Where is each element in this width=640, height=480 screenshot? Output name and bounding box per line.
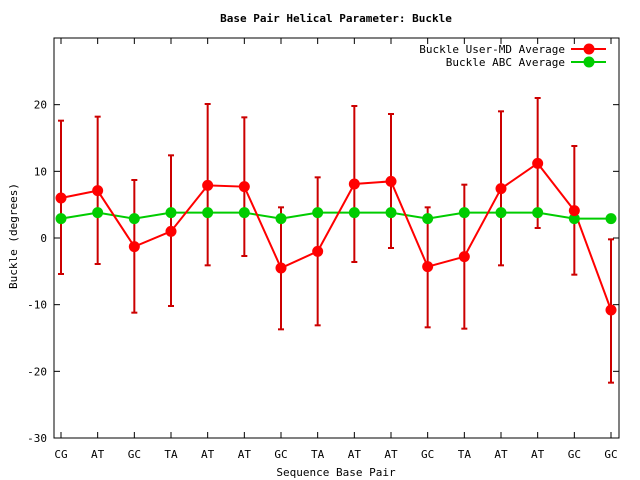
data-point [165, 225, 177, 237]
x-tick-label: AT [201, 448, 215, 461]
data-point [385, 175, 397, 187]
legend-label: Buckle User-MD Average [419, 43, 565, 56]
data-point [532, 157, 544, 169]
y-tick-label: -20 [27, 365, 47, 378]
legend-label: Buckle ABC Average [446, 56, 565, 69]
data-point [422, 261, 434, 273]
data-point [202, 207, 214, 219]
data-point [348, 178, 360, 190]
data-point [605, 213, 617, 225]
x-tick-label: GC [128, 448, 141, 461]
x-tick-label: CG [54, 448, 67, 461]
series-line [60, 161, 612, 311]
y-axis: -30 -20 -10 0 10 20 [27, 99, 619, 445]
data-point [422, 213, 434, 225]
data-point [458, 251, 470, 263]
x-tick-label: TA [164, 448, 178, 461]
data-point [495, 183, 507, 195]
x-tick-label: AT [531, 448, 545, 461]
x-tick-label: AT [238, 448, 252, 461]
y-tick-label: -30 [27, 432, 47, 445]
data-point [92, 207, 104, 219]
data-point [128, 241, 140, 253]
x-tick-label: AT [494, 448, 508, 461]
error-bars [58, 97, 614, 384]
data-point [275, 262, 287, 274]
x-tick-label: TA [458, 448, 472, 461]
data-point [202, 179, 214, 191]
x-tick-label: AT [91, 448, 105, 461]
series-lines [60, 161, 612, 311]
x-axis-label: Sequence Base Pair [276, 466, 396, 479]
series-line [60, 211, 611, 220]
data-point [312, 207, 324, 219]
data-point [495, 207, 507, 219]
chart-title: Base Pair Helical Parameter: Buckle [220, 12, 452, 25]
legend-marker [583, 56, 595, 68]
x-tick-label: GC [274, 448, 287, 461]
plot-frame [53, 37, 620, 439]
legend-marker [583, 43, 595, 55]
x-axis: CG AT GC TA AT AT GC TA AT AT GC TA AT AT GC GC [54, 38, 618, 461]
x-tick-label: GC [604, 448, 617, 461]
data-point [312, 245, 324, 257]
data-point [532, 207, 544, 219]
y-axis-label: Buckle (degrees) [7, 183, 20, 289]
x-tick-label: GC [421, 448, 434, 461]
data-point [55, 192, 67, 204]
x-tick-label: TA [311, 448, 325, 461]
data-point [92, 185, 104, 197]
series-points [55, 157, 617, 316]
data-point [568, 213, 580, 225]
data-point [55, 213, 67, 225]
y-tick-label: 0 [40, 232, 47, 245]
y-tick-label: 20 [34, 99, 47, 112]
data-point [128, 213, 140, 225]
data-point [275, 213, 287, 225]
data-point [605, 304, 617, 316]
data-point [568, 205, 580, 217]
x-tick-label: AT [384, 448, 398, 461]
data-point [238, 181, 250, 193]
data-point [165, 207, 177, 219]
data-point [458, 207, 470, 219]
y-tick-label: 10 [34, 165, 47, 178]
data-point [385, 207, 397, 219]
x-tick-label: AT [348, 448, 362, 461]
y-tick-label: -10 [27, 299, 47, 312]
data-point [348, 207, 360, 219]
data-point [238, 207, 250, 219]
x-tick-label: GC [568, 448, 581, 461]
